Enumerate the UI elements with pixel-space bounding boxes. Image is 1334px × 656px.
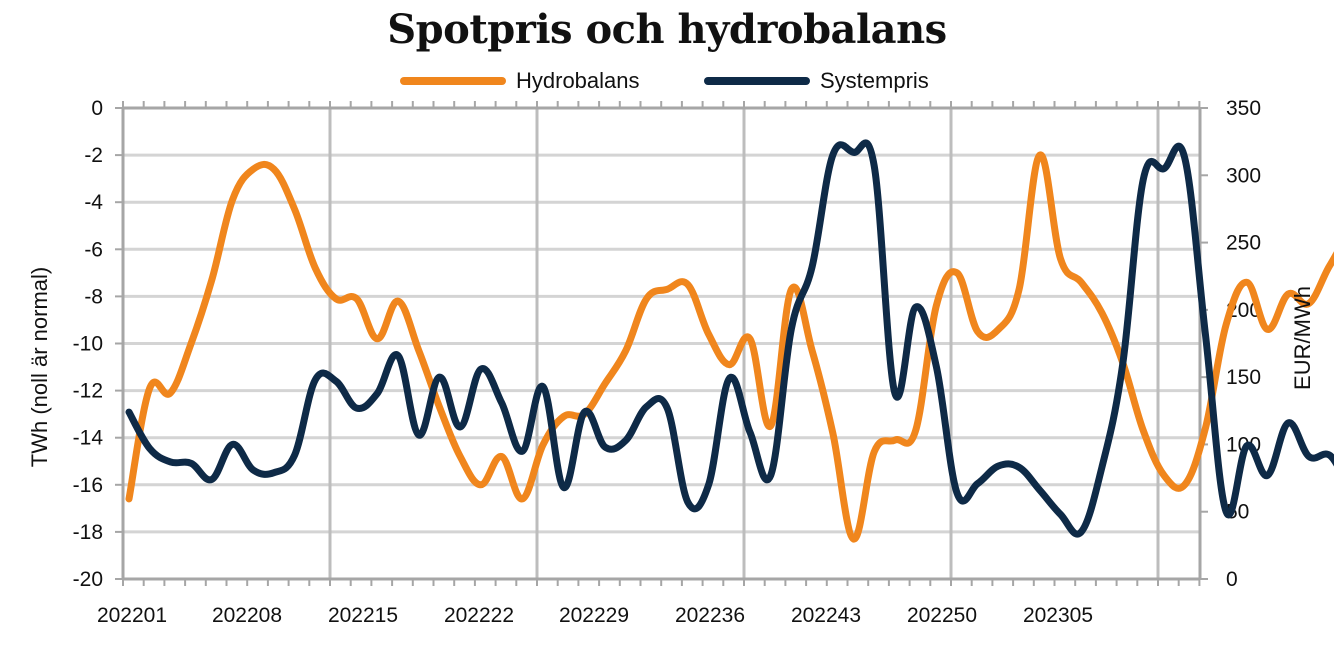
y-tick-label-left: -2 bbox=[84, 144, 103, 167]
legend-swatch-hydrobalans bbox=[400, 77, 506, 85]
legend-swatch-systempris bbox=[704, 77, 810, 85]
y-tick-label-left: -8 bbox=[84, 285, 103, 308]
x-tick-label: 202201 bbox=[97, 604, 167, 627]
legend-label-hydrobalans: Hydrobalans bbox=[516, 68, 640, 93]
y-tick-label-right: 300 bbox=[1226, 164, 1261, 187]
x-tick-label: 202236 bbox=[675, 604, 745, 627]
y-tick-label-left: -16 bbox=[73, 474, 103, 497]
y-tick-label-left: -6 bbox=[84, 238, 103, 261]
x-tick-label: 202215 bbox=[328, 604, 398, 627]
legend: Hydrobalans Systempris bbox=[0, 66, 1334, 96]
y-tick-label-left: -18 bbox=[73, 521, 103, 544]
series-line-hydrobalans bbox=[125, 151, 1334, 543]
y-tick-label-left: -14 bbox=[73, 427, 104, 450]
y-tick-label-left: -20 bbox=[73, 568, 103, 591]
y-tick-label-left: -12 bbox=[73, 380, 103, 403]
y-tick-label-left: 0 bbox=[91, 97, 103, 120]
y-tick-label-left: -4 bbox=[84, 191, 103, 214]
y-tick-label-left: -10 bbox=[73, 333, 103, 356]
left-y-ticks: 0 -2 -4 -6 -8 -10 -12 -14 -16 -18 -20 bbox=[73, 97, 123, 591]
y-axis-label-left: TWh (noll är normal) bbox=[27, 267, 52, 467]
chart-title: Spotpris och hydrobalans bbox=[387, 6, 947, 53]
y-tick-label-right: 150 bbox=[1226, 366, 1261, 389]
series-line-systempris bbox=[125, 139, 1334, 538]
x-tick-label: 202243 bbox=[791, 604, 861, 627]
y-tick-label-right: 0 bbox=[1226, 568, 1238, 591]
legend-item-hydrobalans: Hydrobalans bbox=[400, 66, 640, 96]
x-tick-label: 202250 bbox=[907, 604, 977, 627]
x-tick-label: 202222 bbox=[444, 604, 514, 627]
y-tick-label-right: 250 bbox=[1226, 232, 1261, 255]
x-tick-label: 202208 bbox=[212, 604, 282, 627]
x-tick-label: 202229 bbox=[559, 604, 629, 627]
x-ticks: 202201 202208 202215 202222 202229 202236 2022… bbox=[97, 101, 1201, 627]
legend-item-systempris: Systempris bbox=[704, 66, 929, 96]
horizontal-gridlines bbox=[123, 153, 1200, 534]
legend-label-systempris: Systempris bbox=[820, 68, 929, 93]
y-tick-label-right: 350 bbox=[1226, 97, 1261, 120]
x-tick-label: 202305 bbox=[1023, 604, 1093, 627]
series-lines bbox=[125, 139, 1334, 543]
y-axis-label-right: EUR/MWh bbox=[1290, 286, 1315, 390]
